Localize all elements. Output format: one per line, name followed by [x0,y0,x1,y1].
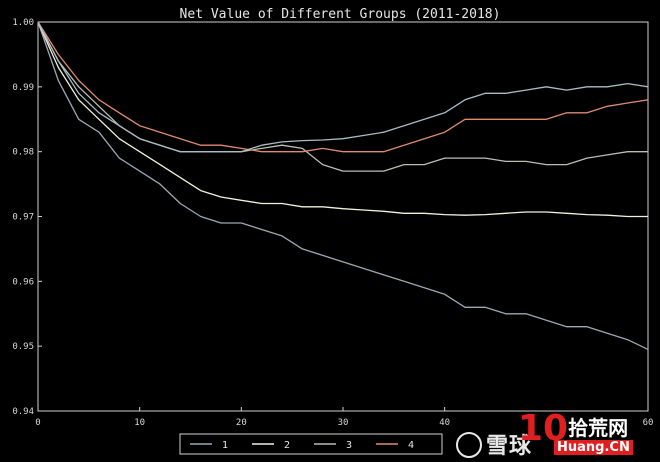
legend-label: 2 [284,440,290,451]
legend-label: 3 [346,440,352,451]
series-line-4 [37,21,649,153]
series-layer [37,21,649,350]
huang-watermark-domain: Huang.CN [554,440,633,455]
series-line-1 [37,21,649,350]
y-tick-label: 0.94 [12,407,34,417]
x-tick-label: 40 [439,418,450,428]
huang-watermark-name: 拾荒网 [568,416,629,440]
x-tick-label: 60 [643,418,654,428]
x-tick-label: 0 [35,418,40,428]
x-tick-label: 20 [236,418,247,428]
xueqiu-logo-icon [456,432,482,458]
legend-label: 4 [408,440,414,451]
series-line-2 [37,21,648,218]
legend-box [179,433,443,455]
y-tick-label: 0.97 [12,213,34,223]
legend-label: 1 [222,440,228,451]
series-line-5 [37,21,649,153]
y-tick-label: 0.98 [12,148,34,158]
xueqiu-watermark: 雪球 [456,428,532,460]
huang-watermark: 10拾荒网 Huang.CN [518,408,633,455]
x-tick-label: 30 [338,418,349,428]
xueqiu-watermark-text: 雪球 [486,434,533,459]
legend: 1 2 3 4 [179,433,443,455]
y-tick-label: 0.99 [12,83,34,93]
y-tick-label: 0.95 [12,342,34,352]
chart-title: Net Value of Different Groups (2011-2018… [180,7,501,22]
y-tick-label: 0.96 [12,277,34,287]
x-tick-label: 10 [134,418,145,428]
y-tick-label: 1.00 [12,18,34,28]
